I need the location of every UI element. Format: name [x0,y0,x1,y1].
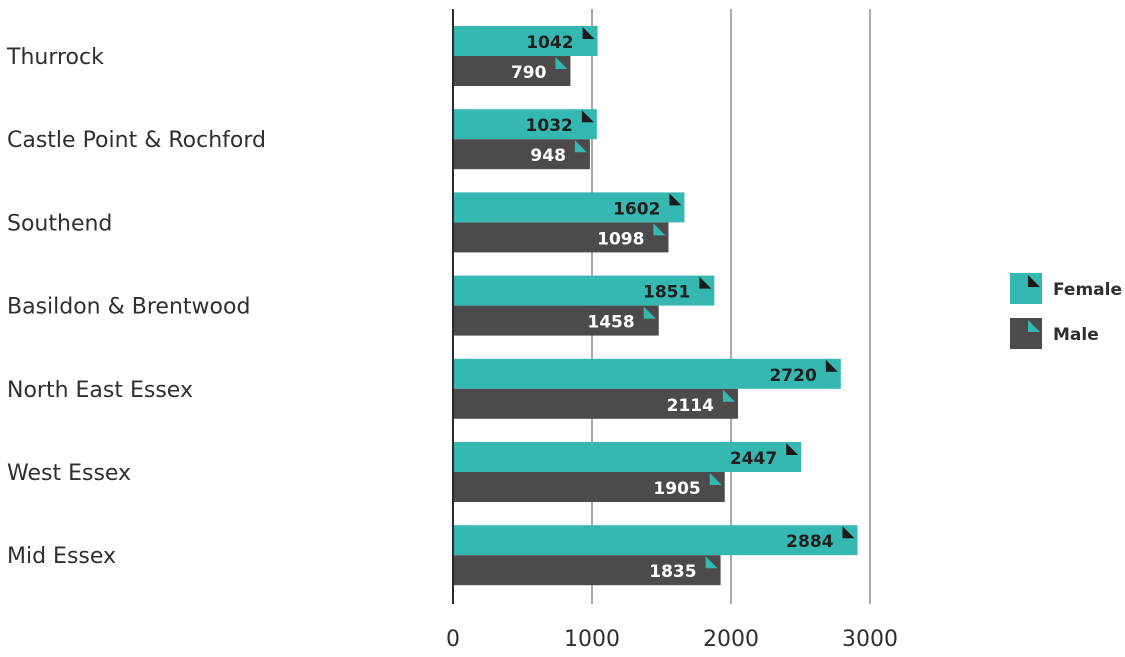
corner-marker-male-0-icon [555,57,568,69]
legend-swatch-female [1010,273,1042,304]
x-axis-tick-labels: 0 1000 2000 3000 [446,627,898,652]
category-label-1: Castle Point & Rochford [7,128,266,153]
legend: Female Male [1010,273,1122,349]
bar-female-4 [453,358,841,389]
bar-female-3 [453,275,715,306]
bar-groups: 1042 790 1032 948 1602 1098 1851 1458 2720 2114 24… [453,26,858,586]
corner-marker-female-5-icon [786,443,799,455]
category-label-5: West Essex [7,461,131,486]
category-label-3: Basildon & Brentwood [7,295,250,320]
bar-female-5 [453,442,802,472]
value-label-female-5: 2447 [730,449,777,469]
corner-marker-female-3-icon [699,276,712,289]
bar-group-3: 1851 1458 [453,275,715,336]
corner-marker-female-0-icon [582,27,595,39]
corner-marker-male-5-icon [709,473,722,485]
category-label-6: Mid Essex [7,544,116,569]
value-label-female-2: 1602 [613,199,660,219]
value-label-male-6: 1835 [649,562,696,582]
legend-item-male: Male [1010,318,1099,349]
value-label-female-1: 1032 [526,116,573,136]
corner-marker-female-4-icon [825,359,838,372]
corner-marker-male-6-icon [705,556,718,569]
corner-marker-male-3-icon [643,306,656,319]
bar-male-1 [453,139,590,170]
x-tick-label-2000: 2000 [703,627,759,652]
corner-marker-female-6-icon [842,526,855,539]
value-label-female-0: 1042 [526,33,573,53]
bar-group-1: 1032 948 [453,109,597,170]
x-tick-label-0: 0 [446,627,460,652]
category-label-0: Thurrock [6,45,104,70]
bar-group-5: 2447 1905 [453,442,802,502]
bar-female-2 [453,192,685,223]
bar-male-6 [453,555,721,586]
legend-label-female: Female [1053,280,1122,300]
legend-swatch-male [1010,318,1042,349]
bar-female-0 [453,26,598,56]
value-label-female-4: 2720 [769,366,816,386]
x-tick-label-3000: 3000 [842,627,898,652]
legend-label-male: Male [1053,325,1099,345]
bar-group-0: 1042 790 [453,26,598,86]
value-label-male-1: 948 [530,146,566,166]
bar-group-4: 2720 2114 [453,358,841,419]
category-label-2: Southend [7,211,112,236]
value-label-male-4: 2114 [667,396,714,416]
corner-marker-female-1-icon [581,110,594,123]
legend-item-female: Female [1010,273,1122,304]
category-label-4: North East Essex [7,378,193,403]
bar-female-6 [453,525,858,556]
bar-group-6: 2884 1835 [453,525,858,586]
corner-marker-female-2-icon [669,193,682,206]
bar-group-2: 1602 1098 [453,192,685,253]
bar-female-1 [453,109,597,140]
corner-marker-male-1-icon [574,140,587,153]
value-label-male-5: 1905 [653,479,700,499]
value-label-female-3: 1851 [643,283,690,303]
value-label-male-3: 1458 [587,313,634,333]
value-label-male-0: 790 [511,63,547,83]
corner-marker-male-4-icon [722,389,735,402]
category-labels: Thurrock Castle Point & Rochford Southend B… [6,45,266,569]
bar-male-3 [453,305,659,336]
legend-corner-male-icon [1028,320,1040,332]
corner-marker-male-2-icon [653,223,666,236]
bar-male-2 [453,222,669,253]
bar-male-5 [453,472,725,502]
value-label-male-2: 1098 [597,229,644,249]
bar-male-0 [453,56,571,86]
bar-male-4 [453,388,738,419]
x-tick-label-1000: 1000 [564,627,620,652]
value-label-female-6: 2884 [786,532,833,552]
legend-corner-female-icon [1028,275,1040,287]
